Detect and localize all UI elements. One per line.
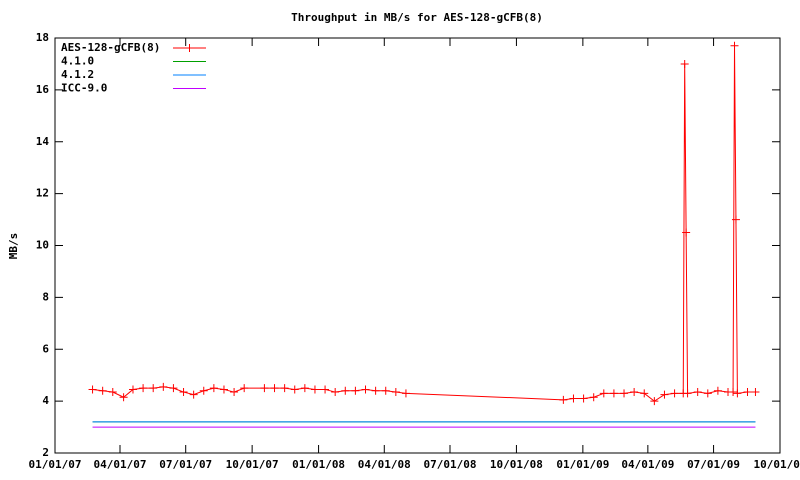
y-tick-label: 10 — [36, 239, 49, 252]
data-point — [88, 385, 97, 394]
y-tick-label: 8 — [42, 290, 49, 303]
data-point — [682, 228, 691, 237]
data-point — [650, 397, 659, 406]
data-point — [743, 388, 752, 397]
data-point — [703, 389, 712, 398]
data-point — [321, 385, 330, 394]
data-point — [713, 386, 722, 395]
data-point — [119, 393, 128, 402]
data-point — [401, 389, 410, 398]
data-point — [260, 384, 269, 393]
data-point — [159, 382, 168, 391]
chart-title: Throughput in MB/s for AES-128-gCFB(8) — [291, 11, 543, 24]
data-point — [559, 395, 568, 404]
data-point — [219, 385, 228, 394]
y-tick-label: 12 — [36, 187, 49, 200]
data-point — [179, 388, 188, 397]
legend-label: ICC-9.0 — [61, 82, 107, 95]
legend-marker — [185, 44, 194, 52]
x-tick-label: 01/01/07 — [29, 458, 82, 471]
x-tick-label: 04/01/07 — [93, 458, 146, 471]
data-point — [290, 385, 299, 394]
legend-label: AES-128-gCFB(8) — [61, 41, 160, 54]
data-point — [361, 385, 370, 394]
data-point — [599, 389, 608, 398]
data-point — [331, 388, 340, 397]
data-point — [310, 385, 319, 394]
data-point — [351, 386, 360, 395]
data-point — [620, 389, 629, 398]
data-point — [240, 384, 249, 393]
data-point — [169, 384, 178, 393]
x-tick-label: 07/01/07 — [159, 458, 212, 471]
series-line — [92, 45, 756, 402]
data-point — [108, 388, 117, 397]
y-tick-label: 14 — [36, 135, 50, 148]
legend-label: 4.1.2 — [61, 68, 94, 81]
data-point — [660, 390, 669, 399]
x-tick-label: 10/01/08 — [490, 458, 543, 471]
x-tick-label: 10/01/09 — [754, 458, 800, 471]
data-point — [630, 388, 639, 397]
x-tick-label: 07/01/08 — [424, 458, 477, 471]
legend-label: 4.1.0 — [61, 55, 94, 68]
data-point — [730, 41, 739, 50]
data-point — [589, 393, 598, 402]
x-tick-label: 01/01/08 — [292, 458, 345, 471]
data-point — [751, 388, 760, 397]
data-point — [199, 386, 208, 395]
data-point — [209, 384, 218, 393]
data-point — [381, 386, 390, 395]
x-tick-label: 01/01/09 — [556, 458, 609, 471]
y-axis-label: MB/s — [7, 233, 20, 260]
data-point — [733, 389, 742, 398]
data-point — [341, 386, 350, 395]
data-point — [729, 388, 738, 397]
data-point — [280, 384, 289, 393]
x-tick-label: 07/01/09 — [687, 458, 740, 471]
data-point — [683, 389, 692, 398]
data-point — [731, 215, 740, 224]
data-point — [139, 384, 148, 393]
data-point — [300, 384, 309, 393]
x-tick-label: 04/01/08 — [358, 458, 411, 471]
y-tick-label: 6 — [42, 342, 49, 355]
y-tick-label: 16 — [36, 83, 50, 96]
data-point — [189, 390, 198, 399]
y-tick-label: 4 — [42, 394, 49, 407]
data-point — [98, 386, 107, 395]
data-point — [128, 385, 137, 394]
data-point — [270, 384, 279, 393]
data-point — [640, 389, 649, 398]
data-point — [609, 389, 618, 398]
data-point — [371, 386, 380, 395]
y-tick-label: 18 — [36, 31, 49, 44]
data-point — [391, 388, 400, 397]
x-tick-label: 04/01/09 — [621, 458, 674, 471]
y-tick-label: 2 — [42, 446, 49, 459]
data-point — [579, 394, 588, 403]
data-point — [670, 389, 679, 398]
data-point — [149, 384, 158, 393]
data-point — [230, 388, 239, 397]
data-point — [569, 394, 578, 403]
data-point — [693, 388, 702, 397]
x-tick-label: 10/01/07 — [226, 458, 279, 471]
data-point — [680, 59, 689, 68]
